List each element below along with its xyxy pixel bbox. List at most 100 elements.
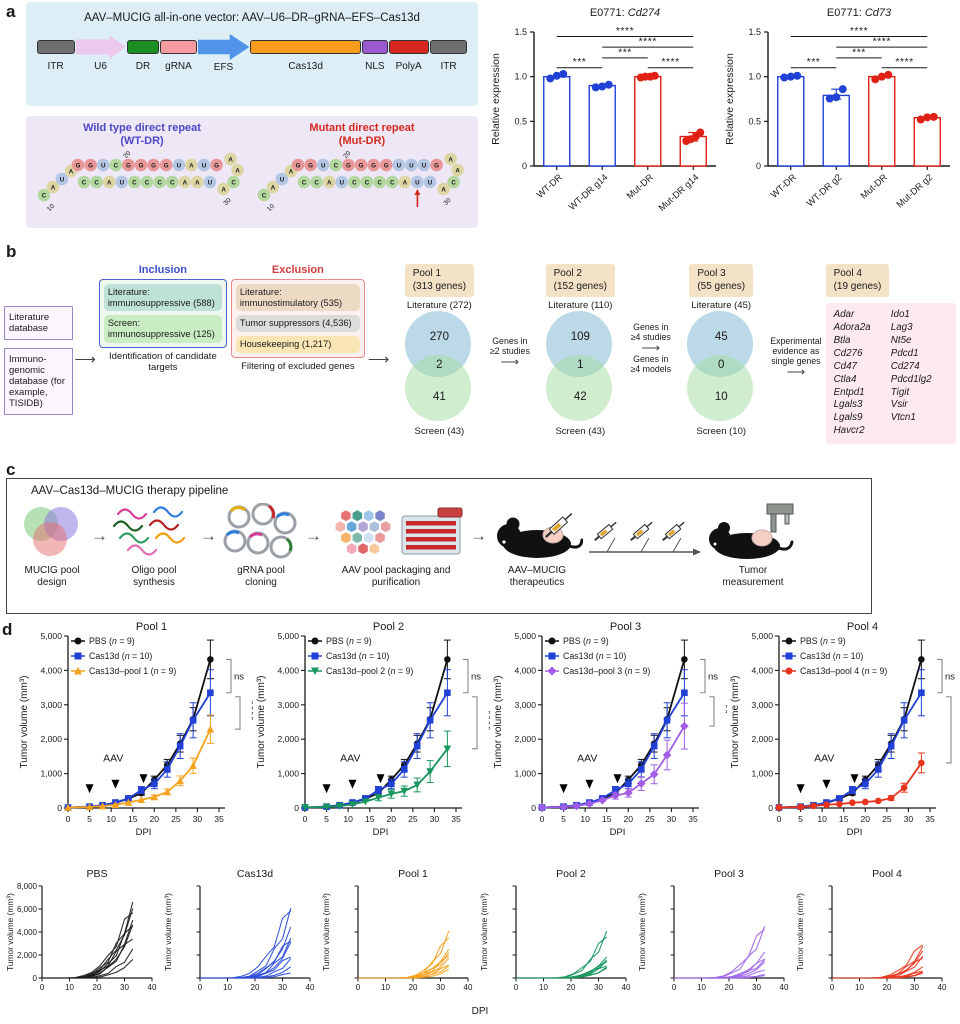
svg-text:WT-DR g2: WT-DR g2 [805,172,844,208]
pool3-literature-label: Literature (45) [691,300,752,311]
svg-text:35: 35 [451,814,461,824]
svg-text:5: 5 [798,814,803,824]
svg-text:40: 40 [306,983,315,992]
svg-text:0: 0 [40,983,45,992]
svg-text:G: G [214,163,219,170]
svg-text:4,000: 4,000 [40,665,62,675]
oligo-squiggles-icon [112,501,196,563]
pool3-spider-plot: Pool 3 Tumor volume (mm³) 0 10 20 30 40 [636,866,794,1011]
panel-b: b Literature database Immuno-genomic dat… [4,240,956,458]
step-aav-packaging: ⬢⬢⬢⬢ ⬢⬢⬢⬢⬢ ⬢⬢⬢⬢ ⬢⬢⬢ [326,501,466,589]
svg-text:A: A [195,180,200,187]
svg-text:15: 15 [602,814,612,824]
svg-text:25: 25 [171,814,181,824]
svg-text:***: *** [618,46,632,58]
svg-text:C: C [82,180,87,187]
svg-text:U: U [409,163,414,170]
vector-segment-dr: DR [126,35,160,72]
svg-text:G: G [434,163,439,170]
svg-text:20: 20 [883,983,892,992]
svg-text:30: 30 [910,983,919,992]
svg-text:30: 30 [443,197,453,207]
svg-text:U: U [321,163,326,170]
injection-timeline [585,508,703,560]
svg-text:DPI: DPI [136,827,152,838]
svg-text:5,000: 5,000 [277,631,299,641]
cas13d-spider-plot: Cas13d Tumor volume (mm³) 0 10 20 30 40 [162,866,320,1011]
pipeline-title: AAV–Cas13d–MUCIG therapy pipeline [31,485,229,497]
pool2-venn-group: Pool 2 (152 genes) Literature (110) 109 1… [532,264,628,437]
svg-text:A: A [189,163,194,170]
exclusion-item: Tumor suppressors (4,536) [235,315,360,333]
svg-text:8,000: 8,000 [17,882,38,891]
svg-text:DPI: DPI [610,827,626,838]
svg-text:10: 10 [817,814,827,824]
svg-text:U: U [101,163,106,170]
svg-text:U: U [208,180,213,187]
step-aav-mucig-therapeutics: AAV–MUCIG therapeutics [491,501,583,589]
svg-text:35: 35 [688,814,698,824]
inclusion-item: Literature: immunosuppressive (588) [103,284,222,312]
inclusion-box: Literature: immunosuppressive (588) Scre… [98,279,227,348]
svg-text:Mut-DR g14: Mut-DR g14 [657,172,701,213]
svg-text:0: 0 [756,161,761,171]
mut-dr-rna-diagram: C A U A G G U C G G G G U U U G C C A U C C C C A U U A A C A 10 20 30 [255,150,470,218]
polya-shape [388,40,429,54]
vector-segment-cas13d: Cas13d [250,35,361,72]
svg-text:G: G [371,163,376,170]
pbs-spider-plot: PBS Tumor volume (mm³) 0 2,000 4,000 6,000 8,0… [4,866,162,1011]
svg-text:10: 10 [343,814,353,824]
svg-text:ns: ns [945,672,955,683]
svg-text:C: C [365,180,370,187]
svg-text:PBS (n = 9): PBS (n = 9) [89,636,135,646]
svg-text:WT-DR: WT-DR [769,172,799,200]
svg-text:1,000: 1,000 [277,769,299,779]
exclusion-item: Housekeeping (1,217) [235,336,360,353]
svg-text:2,000: 2,000 [514,734,536,744]
svg-text:PBS: PBS [86,868,107,880]
svg-text:0: 0 [33,974,38,983]
svg-text:Tumor volume (mm³): Tumor volume (mm³) [730,676,741,769]
svg-text:C: C [302,180,307,187]
mut-dr-title: Mutant direct repeat (Mut-DR) [309,122,415,147]
svg-text:5: 5 [87,814,92,824]
svg-text:Tumor volume (mm³): Tumor volume (mm³) [5,893,15,971]
svg-text:20: 20 [251,983,260,992]
svg-text:Relative expression: Relative expression [490,53,502,145]
svg-text:0: 0 [522,161,527,171]
step-grna-pool-cloning: gRNA pool cloning [221,501,301,589]
svg-text:25: 25 [645,814,655,824]
svg-text:4,000: 4,000 [514,665,536,675]
svg-text:G: G [384,163,389,170]
inclusion-item: Screen: immunosuppressive (125) [103,315,222,343]
svg-text:C: C [352,180,357,187]
cas13d-shape [250,40,361,54]
svg-text:****: **** [850,25,868,37]
svg-text:C: C [390,180,395,187]
svg-text:Tumor volume (mm³): Tumor volume (mm³) [256,676,267,769]
svg-text:Cas13d (n = 10): Cas13d (n = 10) [563,651,626,661]
panel-c-label: c [6,460,16,479]
svg-text:25: 25 [408,814,418,824]
svg-text:10: 10 [855,983,864,992]
svg-text:1.0: 1.0 [514,72,527,82]
svg-text:0: 0 [66,814,71,824]
cd274-bar-chart: E0771: Cd274 Relative expression 0 0.5 1.0 1.… [488,2,722,238]
svg-text:Tumor volume (mm³): Tumor volume (mm³) [163,893,173,971]
svg-text:A: A [289,169,294,176]
svg-text:A: A [403,180,408,187]
step-tumor-measurement: Tumor measurement [705,501,801,589]
svg-text:A: A [235,168,240,175]
svg-text:C: C [314,180,319,187]
svg-text:Cas13d–pool 4 (n = 9): Cas13d–pool 4 (n = 9) [800,666,887,676]
svg-text:**: ** [719,704,727,715]
svg-text:4,000: 4,000 [751,665,773,675]
right-arrow-icon: → [200,526,217,545]
svg-text:20: 20 [409,983,418,992]
svg-text:C: C [451,180,456,187]
pool1-literature-label: Literature (272) [406,300,472,311]
svg-text:5: 5 [561,814,566,824]
svg-text:Mut-DR g2: Mut-DR g2 [894,172,934,210]
svg-text:30: 30 [752,983,761,992]
